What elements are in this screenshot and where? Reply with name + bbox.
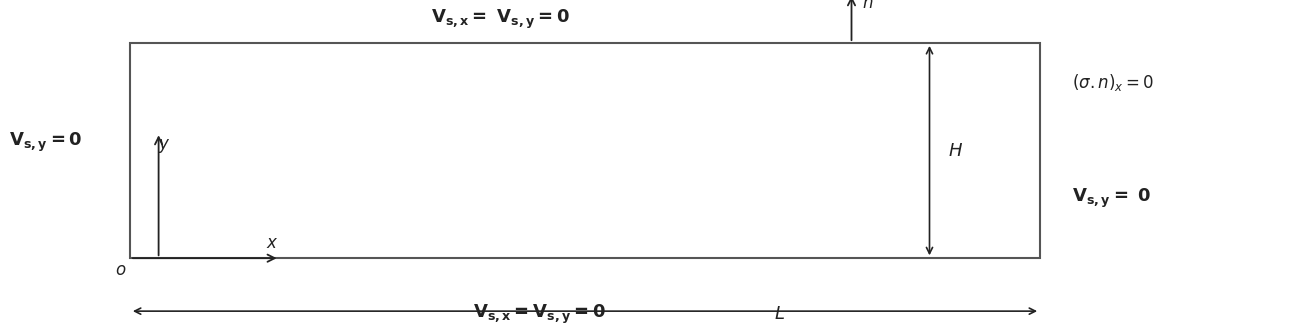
Text: $\mathbf{V_{s,x} = V_{s,y} = 0}$: $\mathbf{V_{s,x} = V_{s,y} = 0}$: [473, 303, 606, 326]
Text: $L$: $L$: [774, 306, 784, 323]
Text: $x$: $x$: [266, 234, 280, 252]
Text: $\mathbf{V_{s,y} = 0}$: $\mathbf{V_{s,y} = 0}$: [9, 131, 82, 154]
Bar: [130, 43, 1040, 258]
Text: $n$: $n$: [862, 0, 874, 12]
Text: $y$: $y$: [157, 137, 170, 155]
Text: $H$: $H$: [948, 142, 963, 160]
Text: $\mathbf{V_{s,x} =  \ V_{s,y} = 0}$: $\mathbf{V_{s,x} = \ V_{s,y} = 0}$: [432, 8, 569, 31]
Text: $(\sigma.n)_x = 0$: $(\sigma.n)_x = 0$: [1072, 72, 1154, 93]
Text: $o$: $o$: [116, 261, 126, 279]
Text: $\mathbf{V_{s,y} =  \ 0}$: $\mathbf{V_{s,y} = \ 0}$: [1072, 187, 1152, 210]
